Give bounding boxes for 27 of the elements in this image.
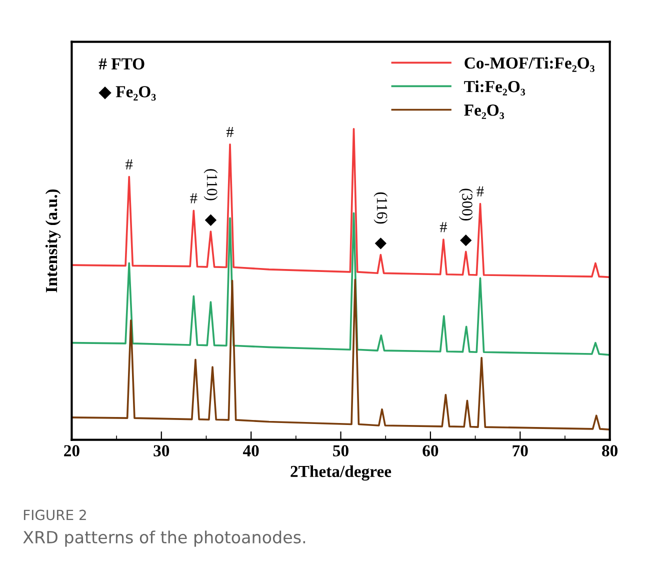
annotation: ◆ [374, 238, 387, 250]
x-tick-label: 20 [64, 445, 80, 456]
annotation: ◆ [204, 214, 217, 226]
legend-label: Ti:Fe₂O₃ [464, 80, 526, 96]
x-tick-label: 60 [422, 445, 438, 456]
legend-label: Co-MOF/Ti:Fe₂O₃ [464, 56, 594, 72]
text: # FTO [98, 58, 144, 70]
x-tick-label: 80 [602, 445, 618, 456]
annotation: # [226, 127, 234, 138]
y-axis-title: Intensity (a.u.) [45, 189, 61, 292]
text: FIGURE 2 [24, 510, 86, 520]
annotation: # [440, 222, 447, 232]
x-tick-label: 40 [242, 445, 259, 456]
x-axis-title: 2Theta/degree [290, 465, 392, 481]
text: XRD patterns of the photoanodes. [23, 530, 306, 547]
annotation: (110) [204, 169, 218, 200]
x-tick-label: 30 [154, 445, 170, 456]
annotation: (300) [458, 188, 473, 220]
annotation: # [126, 159, 133, 170]
x-tick-label: 70 [512, 445, 528, 456]
annotation: # [190, 193, 198, 204]
x-tick-label: 50 [333, 445, 348, 456]
text: ◆ Fe₂O₃ [98, 86, 156, 101]
annotation: # [476, 186, 484, 196]
annotation: ◆ [460, 234, 472, 246]
annotation: (116) [374, 192, 388, 224]
legend-label: Fe₂O₃ [464, 104, 504, 120]
